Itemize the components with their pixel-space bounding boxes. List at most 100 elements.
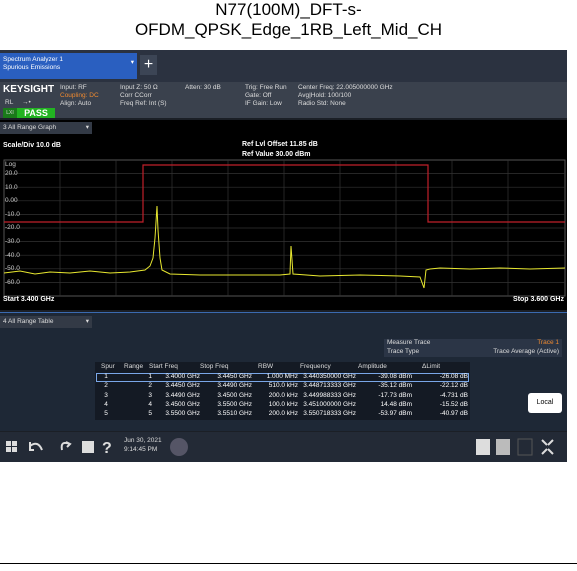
table-header: Range bbox=[124, 363, 144, 370]
taskbar bbox=[0, 432, 567, 462]
table-window[interactable]: 4 All Range Table ▾ bbox=[0, 316, 92, 328]
info-text: Input: RF bbox=[60, 84, 87, 91]
plot bbox=[3, 159, 566, 297]
date: Jun 30, 2021 bbox=[124, 437, 162, 444]
table-cell: 2 bbox=[148, 382, 152, 390]
grid bbox=[4, 160, 565, 296]
trace-box bbox=[384, 339, 562, 357]
info-text: Radio Std: None bbox=[298, 100, 346, 107]
info-text: Corr CCorr bbox=[120, 92, 152, 99]
table-cell: 3.451000000 GHz bbox=[303, 400, 356, 408]
info-text: Atten: 30 dB bbox=[185, 84, 221, 91]
info-text: IF Gain: Low bbox=[245, 100, 282, 107]
table-cell: 3.4450 GHz bbox=[217, 373, 252, 380]
title: N77(100M)_DFT-s- OFDM_QPSK_Edge_1RB_Left… bbox=[0, 0, 577, 40]
row-highlight bbox=[96, 373, 469, 382]
table-cell: -17.73 dBm bbox=[378, 391, 412, 399]
y-tick-label: -40.0 bbox=[5, 251, 20, 259]
tab[interactable]: Spectrum Analyzer 1 Spurious Emissions ▾ bbox=[0, 53, 137, 79]
table bbox=[95, 362, 470, 420]
table-cell: 200.0 kHz bbox=[268, 410, 298, 418]
rl: RL bbox=[5, 99, 14, 106]
table-cell: 3.5500 GHz bbox=[217, 400, 252, 408]
table-cell: -4.731 dB bbox=[439, 391, 468, 399]
y-tick-label: -60.0 bbox=[5, 278, 20, 286]
pass: PASS bbox=[17, 108, 55, 118]
svg-text:?: ? bbox=[102, 440, 112, 457]
tab-text: Spectrum Analyzer 1 bbox=[3, 56, 63, 63]
table-cell: 3 bbox=[104, 391, 108, 399]
table-header: Start Freq bbox=[149, 363, 178, 370]
y-tick-label: -10.0 bbox=[5, 210, 20, 218]
info-text: Input Z: 50 Ω bbox=[120, 84, 158, 91]
table-cell: 1 bbox=[104, 373, 108, 380]
table-cell: 1 bbox=[148, 373, 152, 380]
value: Trace 1 bbox=[537, 339, 559, 346]
info-text: Align: Auto bbox=[60, 100, 92, 107]
table-cell: 5 bbox=[148, 410, 152, 418]
add-button[interactable]: + bbox=[140, 55, 157, 75]
table-header: Stop Freq bbox=[200, 363, 229, 370]
trace bbox=[3, 205, 566, 289]
table-cell: -26.08 dB bbox=[439, 373, 468, 380]
scale: Scale/Div 10.0 dB bbox=[3, 142, 61, 149]
info-bar bbox=[0, 82, 567, 118]
info-text: Freq Ref: Int (S) bbox=[120, 100, 167, 107]
table-cell: -22.12 dB bbox=[439, 382, 468, 390]
y-tick-label: 20.0 bbox=[5, 170, 18, 177]
y-tick-label: -50.0 bbox=[5, 265, 20, 273]
table-cell: 100.0 kHz bbox=[268, 400, 298, 408]
taskbar-icons: ? bbox=[6, 438, 554, 457]
info-text: Coupling: DC bbox=[60, 92, 99, 99]
table-header: Spur bbox=[101, 363, 115, 370]
table-cell: 3.449988333 GHz bbox=[303, 391, 356, 399]
table-cell: 510.0 kHz bbox=[268, 382, 298, 390]
table-cell: 3.4500 GHz bbox=[165, 400, 200, 408]
limit-line bbox=[4, 164, 565, 223]
table-cell: 14.48 dBm bbox=[380, 400, 412, 408]
table-header: Amplitude bbox=[358, 363, 387, 370]
screen: Spectrum Analyzer 1 Spurious Emissions ▾ … bbox=[0, 50, 567, 462]
info-text: Gate: Off bbox=[245, 92, 272, 99]
local-button[interactable]: Local bbox=[528, 393, 562, 413]
info-text: Trig: Free Run bbox=[245, 84, 287, 91]
table-cell: 3.4500 GHz bbox=[217, 391, 252, 399]
title-line: N77(100M)_DFT-s- bbox=[215, 0, 362, 19]
rule bbox=[0, 563, 577, 564]
y-tick-label: 10.0 bbox=[5, 183, 18, 191]
table-header: Frequency bbox=[300, 363, 331, 370]
table-cell: 1.000 MHz bbox=[266, 373, 298, 380]
stop-freq: Stop 3.600 GHz bbox=[513, 296, 564, 303]
table-cell: 3.550718333 GHz bbox=[303, 410, 356, 418]
table-cell: -15.52 dB bbox=[439, 400, 468, 408]
table-cell: 4 bbox=[104, 400, 108, 408]
ref-value: Ref Value 30.00 dBm bbox=[242, 151, 311, 158]
table-cell: 3.4490 GHz bbox=[217, 382, 252, 390]
table-cell: -35.12 dBm bbox=[378, 382, 412, 390]
table-cell: -40.97 dB bbox=[439, 410, 468, 418]
table-cell: 3 bbox=[148, 391, 152, 399]
table-cell: 3.4490 GHz bbox=[165, 391, 200, 399]
table-cell: -53.97 dBm bbox=[378, 410, 412, 418]
lxi: LXI bbox=[3, 108, 17, 118]
table-cell: 200.0 kHz bbox=[268, 391, 298, 399]
log-label: Log bbox=[5, 161, 16, 168]
table-cell: 3.4450 GHz bbox=[165, 382, 200, 390]
arrow: →• bbox=[22, 99, 31, 106]
ref-offset: Ref Lvl Offset 11.85 dB bbox=[242, 141, 318, 148]
chat-icon[interactable] bbox=[170, 438, 188, 456]
table-cell: 3.4000 GHz bbox=[165, 373, 200, 380]
table-cell: 3.440350000 GHz bbox=[303, 373, 356, 380]
y-tick-label: -30.0 bbox=[5, 238, 20, 245]
label: Measure Trace bbox=[387, 339, 431, 346]
table-cell: -39.08 dBm bbox=[378, 373, 412, 380]
graph-window[interactable]: 3 All Range Graph ▾ bbox=[0, 122, 92, 134]
table-header: ΔLimit bbox=[422, 363, 441, 370]
window-label: 3 All Range Graph bbox=[3, 124, 57, 131]
table-header: RBW bbox=[258, 363, 274, 370]
table-cell: 4 bbox=[148, 400, 152, 408]
info-text: Avg|Hold: 100/100 bbox=[298, 92, 352, 99]
table-cell: 3.5500 GHz bbox=[165, 410, 200, 418]
window-label: 4 All Range Table bbox=[3, 318, 54, 325]
